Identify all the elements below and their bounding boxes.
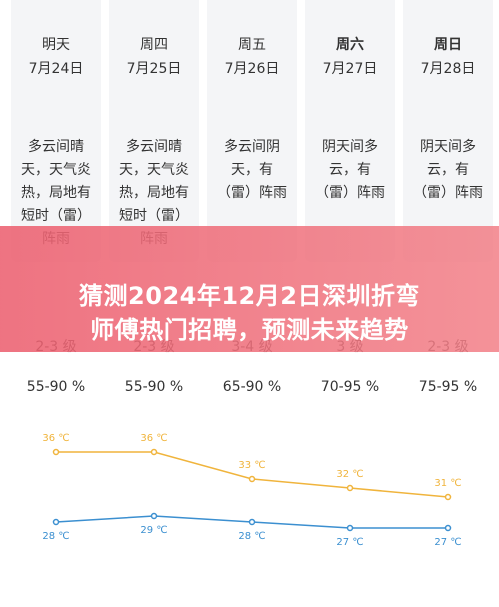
desc-line: 天，有 [231,162,273,178]
desc-line: （雷）阵雨 [413,185,483,201]
high-temp-point [248,475,256,483]
high-temp-point [52,448,60,456]
weather-desc: 阴天间多云，有 （雷）阵雨 [301,136,399,205]
high-temp-label: 32 ℃ [336,469,363,480]
day-panel [403,0,493,262]
low-temp-point [52,518,60,526]
low-temp-label: 27 ℃ [434,537,461,548]
high-temp-label: 31 ℃ [434,478,461,489]
low-temp-point [150,512,158,520]
high-temp-point [346,484,354,492]
desc-line: 热，局地有 [21,185,91,201]
low-temp-point [346,524,354,532]
humidity: 65-90 % [222,379,282,395]
humidity: 55-90 % [26,379,86,395]
low-temp-point [444,524,452,532]
weather-desc: 阴天间多云，有 （雷）阵雨 [399,136,497,205]
day-panel [305,0,395,262]
low-temp-label: 28 ℃ [42,531,69,542]
high-temp-label: 36 ℃ [42,433,69,444]
high-temp-point [150,448,158,456]
banner-line: 师傅热门招聘，预测未来趋势 [90,316,409,344]
desc-line: 短时（雷） [119,208,189,224]
desc-line: 短时（雷） [21,208,91,224]
day-panel [207,0,297,262]
humidity: 70-95 % [320,379,380,395]
desc-line: 天，天气炎 [21,162,91,178]
desc-line: 阴天间多 [420,139,476,155]
weather-desc: 多云间阴天，有 （雷）阵雨 [203,136,301,205]
desc-line: （雷）阵雨 [217,185,287,201]
banner-line: 猜测2024年12月2日深圳折弯 [79,282,420,310]
low-temp-point [248,518,256,526]
desc-line: 多云间晴 [126,139,182,155]
day-name: 周四 [140,37,168,53]
desc-line: （雷）阵雨 [315,185,385,201]
day-date: 7月25日 [126,61,182,77]
desc-line: 天，天气炎 [119,162,189,178]
desc-line: 多云间阴 [224,139,280,155]
banner: 猜测2024年12月2日深圳折弯 师傅热门招聘，预测未来趋势 [0,226,499,352]
day-date: 7月24日 [28,61,84,77]
day-date: 7月26日 [224,61,280,77]
high-temp-point [444,493,452,501]
day-panel [11,0,101,262]
day-date: 7月27日 [322,61,378,77]
day-name: 周五 [238,37,266,53]
low-temp-label: 27 ℃ [336,537,363,548]
humidity: 75-95 % [418,379,478,395]
high-temp-label: 33 ℃ [238,460,265,471]
high-temp-label: 36 ℃ [140,433,167,444]
desc-line: 云，有 [427,162,469,178]
day-panel [109,0,199,262]
low-temp-label: 29 ℃ [140,525,167,536]
high-temp-line [56,451,449,498]
day-name: 明天 [42,37,70,53]
humidity: 55-90 % [124,379,184,395]
desc-line: 阴天间多 [322,139,378,155]
desc-line: 热，局地有 [119,185,189,201]
day-name: 周日 [434,37,462,53]
day-date: 7月28日 [420,61,476,77]
day-name: 周六 [336,37,364,53]
desc-line: 云，有 [329,162,371,178]
low-temp-label: 28 ℃ [238,531,265,542]
desc-line: 多云间晴 [28,139,84,155]
